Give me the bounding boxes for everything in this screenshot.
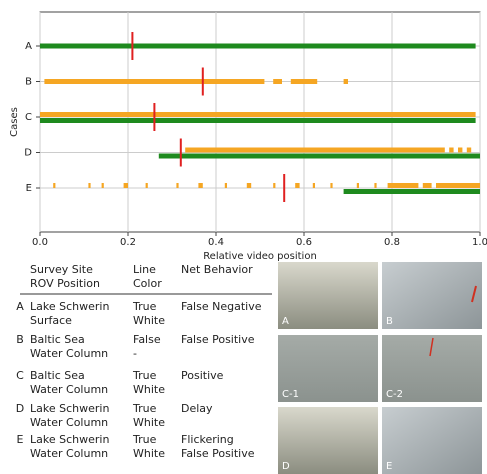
detection-segment [53,183,56,188]
detection-segment [374,183,377,188]
table-cell: True [132,433,157,446]
y-tick-label: D [24,148,32,159]
detection-segment [436,183,480,188]
table-cell: B [16,333,24,346]
x-axis-label: Relative video position [203,251,317,262]
table-cell: True [132,402,157,415]
image-thumbnail [382,262,482,329]
detection-segment [123,183,128,188]
table-header: Net Behavior [181,263,253,276]
y-tick-label: B [25,77,32,88]
table-cell: White [133,416,165,429]
table-cell: Baltic Sea [30,333,85,346]
table-cell: Water Column [30,447,108,460]
ground-truth-segment [40,118,476,123]
detection-segment [330,183,333,188]
table-cell: Water Column [30,383,108,396]
detection-segment [312,183,315,188]
detection-segment [458,147,463,153]
detection-segment [88,183,91,188]
table-cell: D [16,402,24,415]
detection-segment [224,183,227,188]
image-label: E [386,461,392,472]
table-cell: Baltic Sea [30,369,85,382]
table-cell: Water Column [30,347,108,360]
table-cell: False [133,333,161,346]
table-cell: A [16,300,24,313]
detection-segment [466,147,472,153]
table-cell: Flickering [181,433,234,446]
image-label: C-1 [282,389,299,400]
y-axis-label: Cases [9,107,20,137]
detection-segment [198,183,203,188]
table-cell: Lake Schwerin [30,300,109,313]
table-cell: True [132,300,157,313]
x-tick-label: 0.4 [208,237,224,248]
y-tick-label: C [25,112,32,123]
image-red-line [429,337,434,357]
image-label: D [282,461,290,472]
x-tick-label: 0.0 [32,237,48,248]
detection-segment [290,79,318,84]
table-cell: White [133,383,165,396]
image-thumbnail [278,335,378,402]
detection-segment [449,147,454,153]
x-tick-label: 0.6 [296,237,312,248]
table-cell: True [132,369,157,382]
table-header: Line [133,263,156,276]
image-thumbnail [382,407,482,474]
table-cell: Positive [181,369,224,382]
table-cell: Lake Schwerin [30,433,109,446]
image-label: C-2 [386,389,403,400]
detection-segment [356,183,359,188]
table-cell: False Negative [181,300,262,313]
table-cell: False Positive [181,333,255,346]
detection-segment [44,79,265,84]
table-header: Color [133,277,162,290]
x-tick-label: 1.0 [472,237,487,248]
x-tick-label: 0.8 [384,237,400,248]
table-header: Survey Site [30,263,93,276]
table-cell: White [133,314,165,327]
image-label: B [386,316,393,327]
table-cell: - [133,347,137,360]
detection-segment [295,183,300,188]
detection-segment [422,183,432,188]
ground-truth-segment [40,43,476,49]
image-label: A [282,316,289,327]
detection-segment [145,183,148,188]
table-cell: White [133,447,165,460]
detection-segment [273,79,282,84]
table-cell: Water Column [30,416,108,429]
table-cell: C [16,369,24,382]
table-header: ROV Position [30,277,100,290]
image-red-line [471,285,477,303]
detection-segment [387,183,419,188]
detection-segment [176,183,179,188]
detection-segment [273,183,276,188]
table-cell: E [17,433,24,446]
detection-segment [246,183,252,188]
table-cell: Delay [181,402,213,415]
x-tick-label: 0.2 [120,237,136,248]
y-tick-label: A [25,41,32,52]
detection-segment [101,183,104,188]
ground-truth-segment [158,153,481,159]
table-cell: False Positive [181,447,255,460]
detection-segment [185,147,445,153]
ground-truth-segment [343,189,480,194]
image-thumbnail [278,407,378,474]
image-thumbnail [278,262,378,329]
table-cell: Surface [30,314,72,327]
detection-segment [343,79,348,84]
detection-segment [40,112,476,117]
table-cell: Lake Schwerin [30,402,109,415]
y-tick-label: E [26,183,32,194]
